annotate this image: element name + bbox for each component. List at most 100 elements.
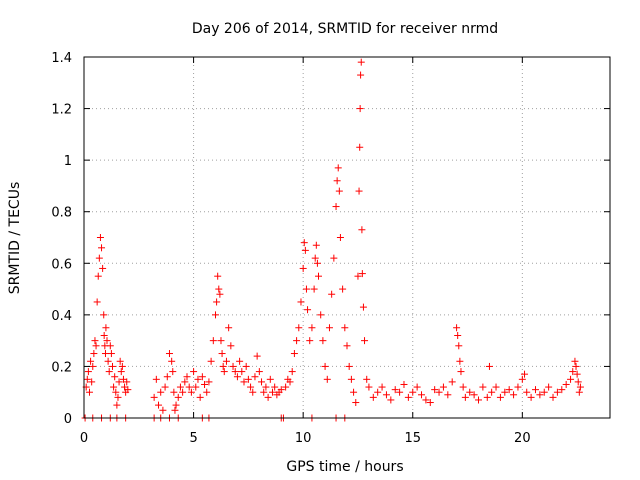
data-point — [569, 368, 577, 376]
data-point — [260, 388, 268, 396]
data-point — [163, 373, 171, 381]
data-point — [282, 383, 290, 391]
y-tick-label: 0.4 — [51, 309, 72, 324]
data-point — [297, 298, 305, 306]
data-point — [185, 383, 193, 391]
data-point — [457, 368, 465, 376]
data-point — [264, 393, 272, 401]
data-point — [567, 375, 575, 383]
data-point — [159, 406, 167, 414]
data-point — [222, 357, 230, 365]
data-point — [251, 373, 259, 381]
plot-frame — [83, 56, 611, 419]
data-point — [88, 378, 96, 386]
data-point — [212, 311, 219, 319]
data-point — [341, 324, 349, 332]
data-point — [106, 342, 114, 350]
data-point — [558, 386, 566, 394]
data-point — [355, 187, 363, 195]
data-point — [207, 357, 215, 365]
data-point — [536, 391, 544, 399]
data-point — [98, 244, 106, 252]
data-point — [459, 383, 467, 391]
data-point — [105, 368, 113, 376]
data-point — [213, 298, 221, 306]
data-point — [518, 375, 526, 383]
data-point — [152, 375, 160, 383]
data-point — [231, 368, 239, 376]
y-tick-label: 1 — [64, 154, 72, 169]
data-point — [325, 324, 333, 332]
data-point — [227, 342, 235, 350]
data-point — [391, 386, 399, 394]
data-point — [218, 350, 226, 358]
data-point — [266, 375, 274, 383]
data-point — [312, 241, 320, 249]
data-point — [99, 264, 107, 272]
data-point — [262, 383, 270, 391]
data-point — [179, 388, 187, 396]
data-point — [444, 391, 452, 399]
data-point — [345, 362, 353, 370]
data-point — [496, 393, 504, 401]
data-point — [116, 357, 124, 365]
data-point — [330, 254, 338, 262]
data-point — [332, 203, 340, 211]
data-point — [505, 386, 513, 394]
data-point — [161, 383, 169, 391]
data-point — [268, 388, 276, 396]
data-point — [435, 388, 443, 396]
data-point — [92, 342, 100, 350]
data-point — [404, 393, 412, 401]
data-point — [352, 399, 360, 407]
data-point — [150, 393, 158, 401]
grid-lines — [84, 57, 610, 418]
data-point — [247, 383, 255, 391]
data-point — [102, 324, 110, 332]
y-tick-label: 0.6 — [51, 257, 72, 272]
data-point — [431, 386, 439, 394]
data-point — [194, 375, 202, 383]
data-point — [350, 388, 358, 396]
data-point — [93, 298, 101, 306]
y-tick-label: 0.8 — [51, 206, 72, 221]
data-point — [196, 393, 204, 401]
axis-ticks: 0 5 10 15 20 0 0.2 0.4 0.6 0.8 1 1.2 1.4 — [51, 51, 610, 446]
data-point — [387, 396, 395, 404]
data-point — [347, 375, 355, 383]
data-point — [358, 270, 366, 278]
data-point — [571, 357, 579, 365]
data-point — [181, 378, 189, 386]
data-point — [214, 272, 222, 280]
data-point — [317, 311, 325, 319]
data-point — [253, 352, 261, 360]
data-point — [302, 285, 310, 293]
data-point — [174, 393, 182, 401]
data-point — [363, 375, 371, 383]
data-point — [523, 388, 531, 396]
data-point — [304, 306, 312, 314]
data-point — [290, 350, 298, 358]
data-point — [103, 337, 111, 345]
data-point — [255, 368, 263, 376]
data-point — [321, 362, 329, 370]
x-axis-label: GPS time / hours — [286, 459, 403, 475]
data-point — [183, 373, 191, 381]
data-point — [382, 391, 390, 399]
data-point — [108, 362, 116, 370]
data-point — [418, 391, 426, 399]
data-point — [358, 226, 366, 234]
data-point — [378, 383, 386, 391]
data-point — [531, 386, 539, 394]
data-point — [249, 388, 257, 396]
data-point — [466, 388, 474, 396]
data-point — [155, 401, 163, 409]
x-tick-label: 0 — [80, 431, 88, 446]
data-point — [310, 285, 318, 293]
data-point — [400, 380, 408, 388]
data-point — [361, 337, 369, 345]
data-point — [475, 396, 482, 404]
data-point — [514, 383, 522, 391]
data-point — [176, 383, 184, 391]
data-point — [369, 393, 377, 401]
